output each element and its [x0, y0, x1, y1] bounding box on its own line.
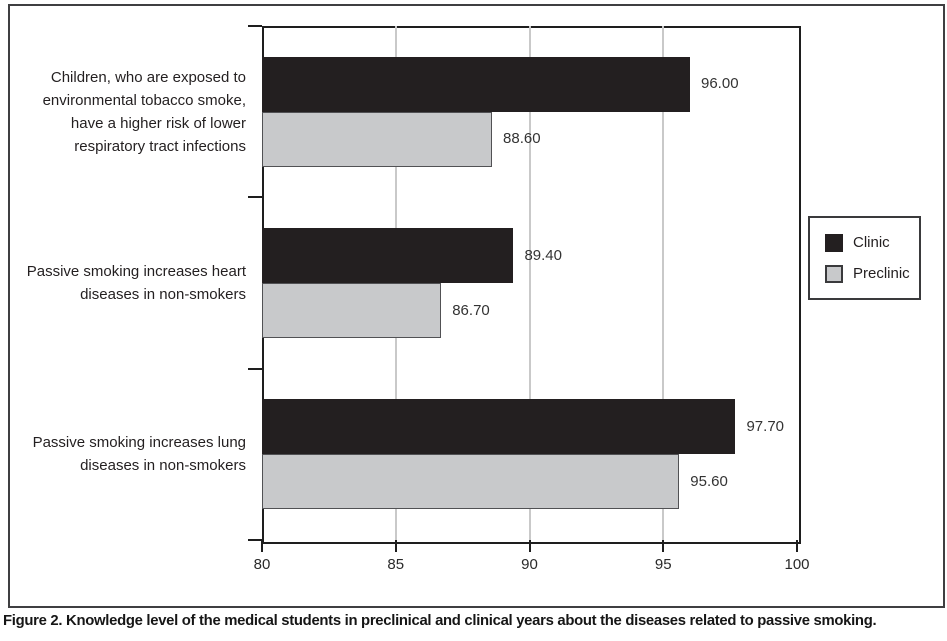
- bar-clinic-1: [262, 228, 514, 283]
- legend-swatch-clinic-icon: [825, 233, 843, 252]
- value-label-preclinic-2: 95.60: [690, 472, 728, 490]
- figure-caption: Figure 2. Knowledge level of the medical…: [3, 612, 877, 629]
- category-tick-0: [248, 25, 262, 27]
- bar-clinic-0: [262, 56, 690, 112]
- legend-label-clinic: Clinic: [853, 234, 890, 251]
- bar-preclinic-1: [262, 283, 442, 338]
- category-label-band-1: Passive smoking increases heart diseases…: [10, 197, 246, 368]
- x-axis-tick-label-85: 85: [387, 556, 405, 573]
- legend-swatch-preclinic-icon: [825, 264, 843, 283]
- value-label-clinic-0: 96.00: [701, 75, 739, 93]
- category-tick-3: [248, 539, 262, 541]
- x-axis-tick-label-95: 95: [654, 556, 672, 573]
- value-label-preclinic-1: 86.70: [452, 301, 490, 319]
- category-label-band-2: Passive smoking increases lung diseases …: [10, 369, 246, 540]
- bar-preclinic-2: [262, 454, 680, 510]
- x-axis-tick-label-80: 80: [253, 556, 271, 573]
- x-axis-tick-100: [796, 540, 798, 552]
- bar-clinic-2: [262, 399, 736, 455]
- x-axis-tick-90: [528, 540, 531, 552]
- gridline-x-95: [662, 26, 665, 540]
- category-label-2: Passive smoking increases lung diseases …: [32, 434, 246, 475]
- value-label-clinic-2: 97.70: [746, 417, 785, 435]
- legend-label-preclinic: Preclinic: [853, 265, 910, 282]
- category-tick-1: [248, 196, 262, 199]
- x-axis-tick-label-100: 100: [784, 556, 810, 573]
- legend: Clinic Preclinic: [808, 216, 921, 300]
- gridline-x-90: [528, 26, 531, 540]
- value-label-clinic-1: 89.40: [524, 246, 562, 264]
- legend-item-preclinic: Preclinic: [825, 264, 919, 283]
- bar-preclinic-0: [262, 111, 493, 167]
- legend-item-clinic: Clinic: [825, 233, 919, 252]
- value-label-preclinic-0: 88.60: [503, 130, 541, 148]
- x-axis-tick-85: [394, 540, 397, 552]
- category-tick-2: [248, 367, 262, 370]
- category-label-band-0: Children, who are exposed to environment…: [10, 26, 246, 197]
- x-axis-tick-label-90: 90: [521, 556, 538, 573]
- category-label-0: Children, who are exposed to environment…: [42, 68, 246, 155]
- x-axis-tick-95: [662, 540, 665, 552]
- category-label-1: Passive smoking increases heart diseases…: [26, 262, 246, 303]
- x-axis-tick-80: [261, 540, 263, 552]
